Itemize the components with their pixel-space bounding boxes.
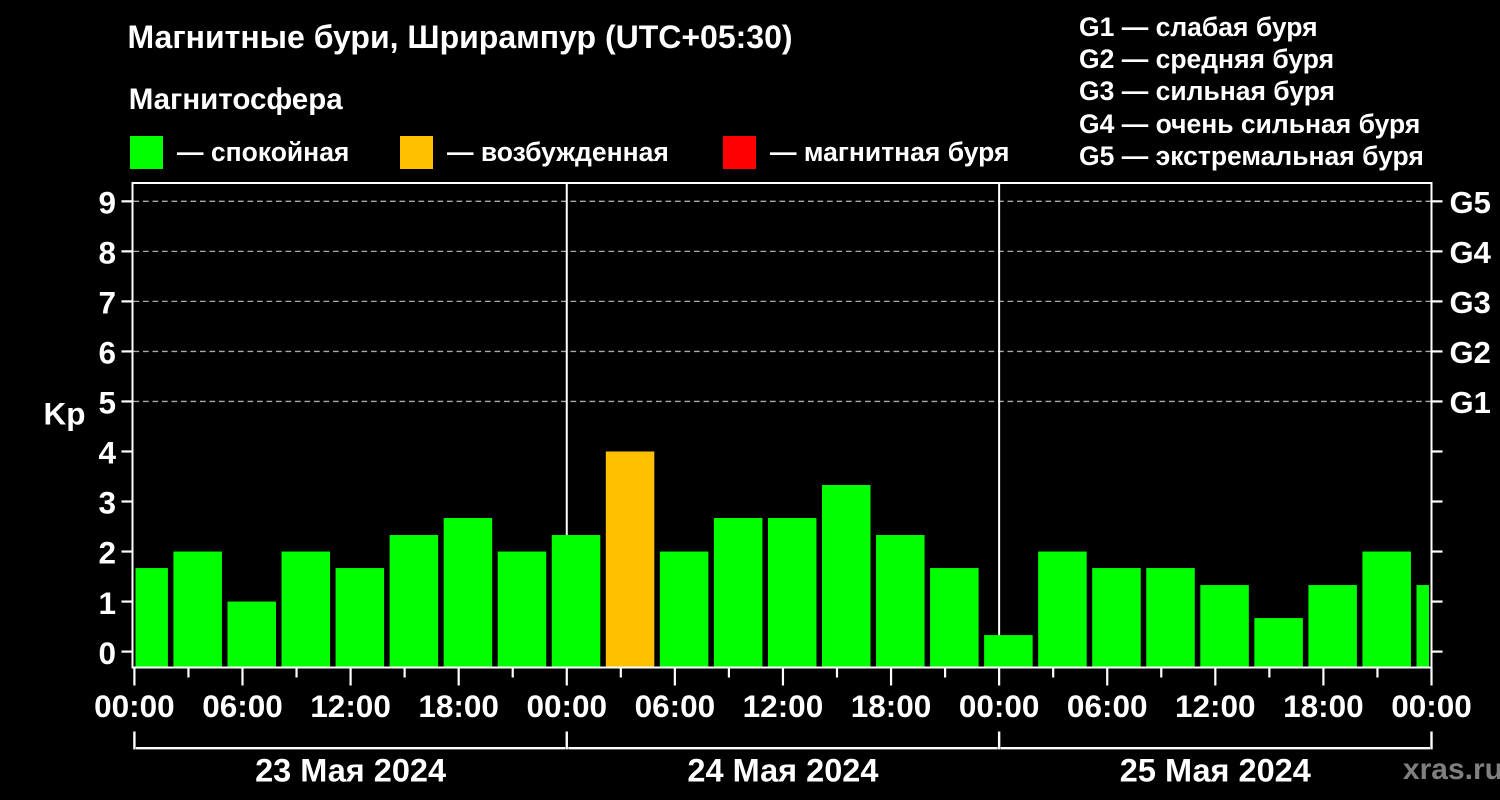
kp-bar [821,485,871,667]
kp-bar [389,535,439,667]
g-level-label: G1 [1450,385,1491,420]
kp-bar [227,601,276,667]
xras-watermark: xras.ru [1402,753,1500,786]
x-tick-label: 06:00 [202,688,283,724]
kp-bar [135,568,168,667]
y-tick-label: 1 [98,585,116,621]
x-tick-label: 06:00 [635,688,716,724]
kp-bar [551,535,601,667]
day-label: 24 Мая 2024 [687,752,878,788]
y-tick-label: 4 [98,435,116,471]
y-tick-label: 8 [98,235,116,271]
kp-bar [713,518,763,667]
kp-bar [767,518,817,667]
kp-bar [1308,585,1357,667]
kp-bar [605,451,655,667]
x-tick-label: 18:00 [418,688,499,724]
x-tick-label: 12:00 [310,688,391,724]
kp-bar [335,568,385,667]
kp-bar [497,551,547,667]
kp-bar [930,568,979,667]
x-tick-label: 06:00 [1067,688,1148,724]
quiet-color-swatch [130,136,163,169]
legend-label-quiet: — спокойная [177,137,350,167]
g-scale-line-g2: G2 — средняя буря [1079,44,1335,75]
y-tick-label: 7 [98,285,116,321]
y-tick-label: 9 [98,185,116,221]
y-tick-label: 5 [98,385,116,421]
kp-bar [1038,551,1087,667]
x-tick-label: 12:00 [1175,688,1256,724]
day-label: 23 Мая 2024 [255,752,446,788]
x-tick-label: 12:00 [743,688,824,724]
x-tick-label: 00:00 [959,688,1040,724]
y-tick-label: 2 [98,535,116,571]
storm-color-swatch [723,136,756,169]
legend-label-excited: — возбужденная [447,137,669,167]
magnetosphere-label: Магнитосфера [128,82,343,116]
x-tick-label: 00:00 [94,688,175,724]
kp-bar [1416,585,1429,667]
x-tick-label: 00:00 [526,688,607,724]
kp-bar [281,551,331,667]
kp-bar [984,635,1033,667]
g-scale-line-g4: G4 — очень сильная буря [1079,108,1421,139]
g-level-label: G3 [1450,285,1491,320]
x-tick-label: 18:00 [851,688,932,724]
y-tick-label: 6 [98,335,116,371]
x-tick-label: 00:00 [1391,688,1472,724]
g-scale-line-g1: G1 — слабая буря [1079,12,1318,42]
x-tick-label: 18:00 [1283,688,1364,724]
g-level-label: G4 [1450,235,1492,270]
kp-bar [1254,618,1303,667]
kp-bar [1146,568,1195,667]
y-tick-label: 3 [98,485,116,521]
legend-label-storm: — магнитная буря [770,137,1010,167]
g-level-label: G2 [1450,335,1491,370]
day-label: 25 Мая 2024 [1120,752,1311,788]
kp-bar [876,535,925,667]
kp-bar [1362,551,1411,667]
kp-bar [443,518,493,667]
g-scale-line-g5: G5 — экстремальная буря [1079,140,1424,171]
g-level-label: G5 [1450,185,1491,220]
kp-bar [659,551,709,667]
kp-bar [173,551,222,667]
y-tick-label: 0 [98,635,116,671]
g-scale-legend: G1 — слабая буря G2 — средняя буря G3 — … [1079,11,1424,172]
kp-bar [1092,568,1141,667]
excited-color-swatch [400,136,433,169]
kp-bar [1200,585,1249,667]
y-axis-title: Kp [44,396,86,432]
g-scale-line-g3: G3 — сильная буря [1079,76,1336,107]
chart-title: Магнитные бури, Шрирампур (UTC+05:30) [127,19,793,55]
